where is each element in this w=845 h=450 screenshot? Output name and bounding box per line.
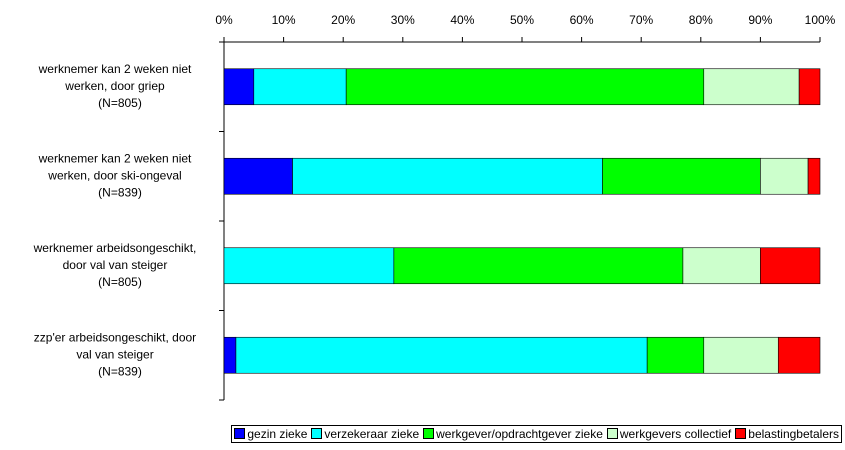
bar-segment [235,336,648,374]
category-label: werknemer kan 2 weken niet [38,62,192,76]
bar-segment [646,336,705,374]
category-label: door val van steiger [63,258,168,272]
legend-swatch [606,428,618,439]
bar-segment [798,68,821,106]
bar-segment [223,336,237,374]
legend-item: gezin zieke [234,427,307,441]
bar-segment [393,247,684,285]
category-label: werknemer arbeidsongeschikt, [33,241,197,255]
category-label: (N=805) [98,96,142,110]
legend-item: belastingbetalers [735,427,839,441]
x-tick-label: 40% [450,13,474,27]
x-tick-label: 0% [215,13,233,27]
category-label: (N=805) [98,275,142,289]
bar-segment [253,68,347,106]
x-tick-label: 100% [805,13,836,27]
x-tick-label: 20% [331,13,355,27]
legend-label: gezin zieke [247,427,308,441]
x-tick-label: 70% [629,13,653,27]
category-label: zzp'er arbeidsongeschikt, door [34,330,196,344]
legend-swatch [311,428,323,439]
category-label: werknemer kan 2 weken niet [38,151,192,165]
legend-label: verzekeraar zieke [324,427,420,441]
legend-label: belastingbetalers [748,427,839,441]
bar-segment [223,68,255,106]
x-tick-label: 50% [510,13,534,27]
bar-segment [223,247,395,285]
bar-segment [777,336,821,374]
legend-swatch [735,428,747,439]
x-tick-label: 80% [689,13,713,27]
x-tick-label: 10% [272,13,296,27]
bar-segment [703,68,800,106]
category-label: val van steiger [76,347,153,361]
bar-segment [760,157,809,195]
x-tick-label: 60% [570,13,594,27]
bar-segment [682,247,761,285]
bar-segment [345,68,705,106]
bar-segment [703,336,779,374]
legend-label: werkgevers collectief [619,427,732,441]
category-label: werken, door griep [64,79,165,93]
legend-swatch [423,428,435,439]
bar-segment [807,157,821,195]
x-tick-label: 90% [748,13,772,27]
x-tick-label: 30% [391,13,415,27]
legend-label: werkgever/opdrachtgever zieke [436,427,603,441]
bar-segment [292,157,603,195]
legend-item: werkgever/opdrachtgever zieke [423,427,603,441]
bar-segment [602,157,761,195]
category-label: (N=839) [98,364,142,378]
legend-item: werkgevers collectief [606,427,732,441]
category-label: werken, door ski-ongeval [47,168,181,182]
legend-item: verzekeraar zieke [311,427,419,441]
legend: gezin zieke verzekeraar zieke werkgever/op… [231,425,842,443]
legend-swatch [234,428,246,439]
bar-segment [760,247,821,285]
category-label: (N=839) [98,185,142,199]
bar-segment [223,157,293,195]
